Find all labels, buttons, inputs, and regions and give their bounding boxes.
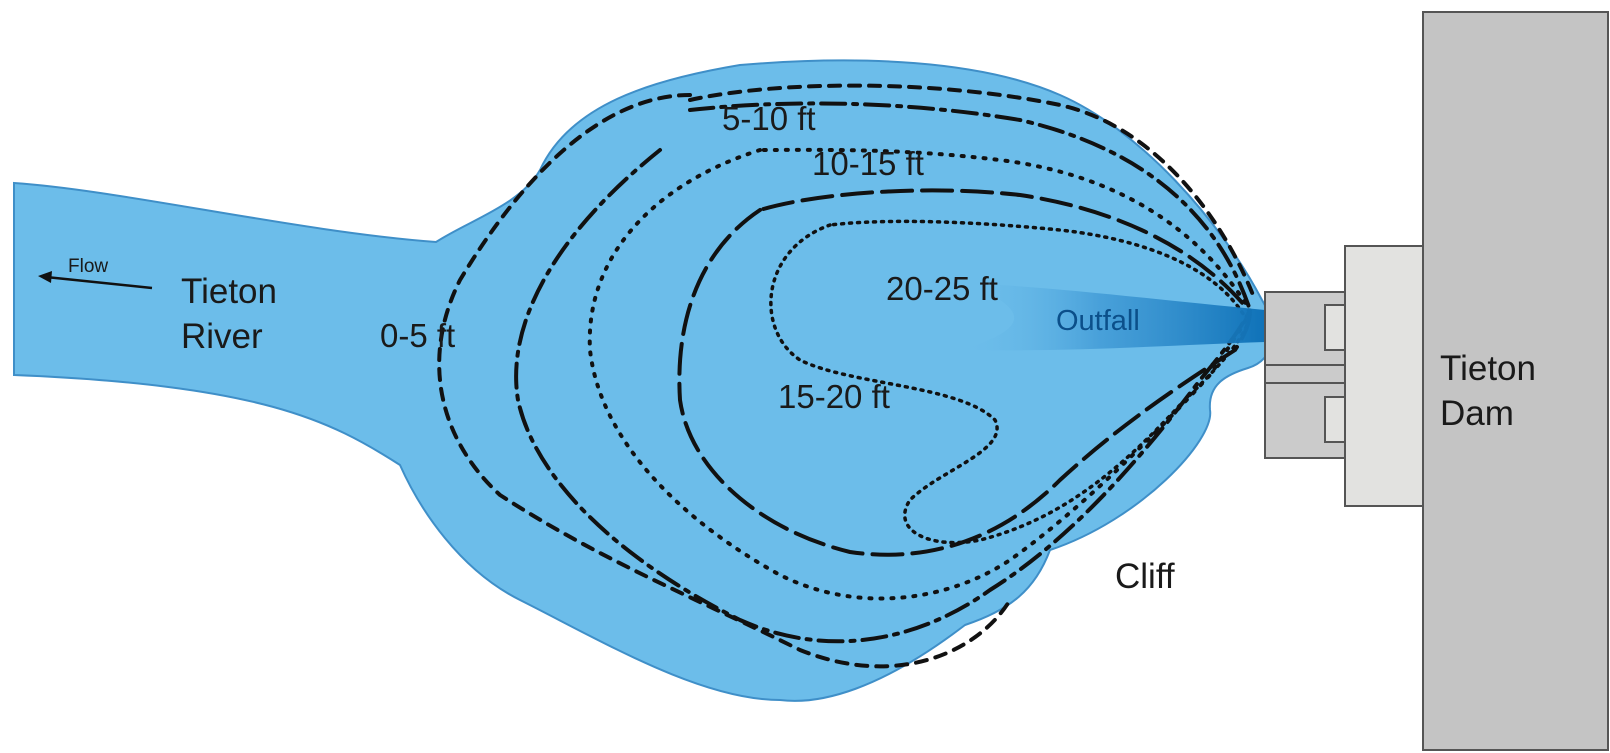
- water-body: [13, 59, 1274, 702]
- flow-arrow-icon: [38, 271, 153, 290]
- dam-platform: [1344, 245, 1424, 507]
- dam-label-line1: Tieton: [1440, 349, 1536, 388]
- contour-label-15-20: 15-20 ft: [778, 378, 890, 415]
- contour-label-10-15: 10-15 ft: [812, 145, 924, 182]
- contour-0-5-ft: [437, 93, 1012, 669]
- dam-label-line2: Dam: [1440, 394, 1514, 433]
- contour-15-20-ft-long-dash: [677, 188, 1252, 557]
- contour-5-10-ft: [688, 83, 1257, 302]
- contour-label-20-25: 20-25 ft: [886, 270, 998, 307]
- flow-label: Flow: [68, 256, 108, 277]
- dam-body: [1422, 11, 1609, 751]
- contour-dotted: [587, 147, 1252, 601]
- outlet-gate-upper: [1324, 304, 1346, 351]
- outfall-label: Outfall: [1056, 305, 1140, 337]
- contour-dash-dot: [514, 101, 1252, 644]
- contour-label-5-10: 5-10 ft: [722, 100, 816, 137]
- outlet-gate-lower: [1324, 396, 1346, 443]
- contour-label-0-5: 0-5 ft: [380, 317, 455, 354]
- river-label-line2: River: [181, 317, 263, 356]
- contour-20-25-ft-fine-dot: [769, 219, 1250, 545]
- cliff-label: Cliff: [1115, 557, 1175, 596]
- outfall-jet: [960, 285, 1265, 351]
- river-label-line1: Tieton: [181, 272, 277, 311]
